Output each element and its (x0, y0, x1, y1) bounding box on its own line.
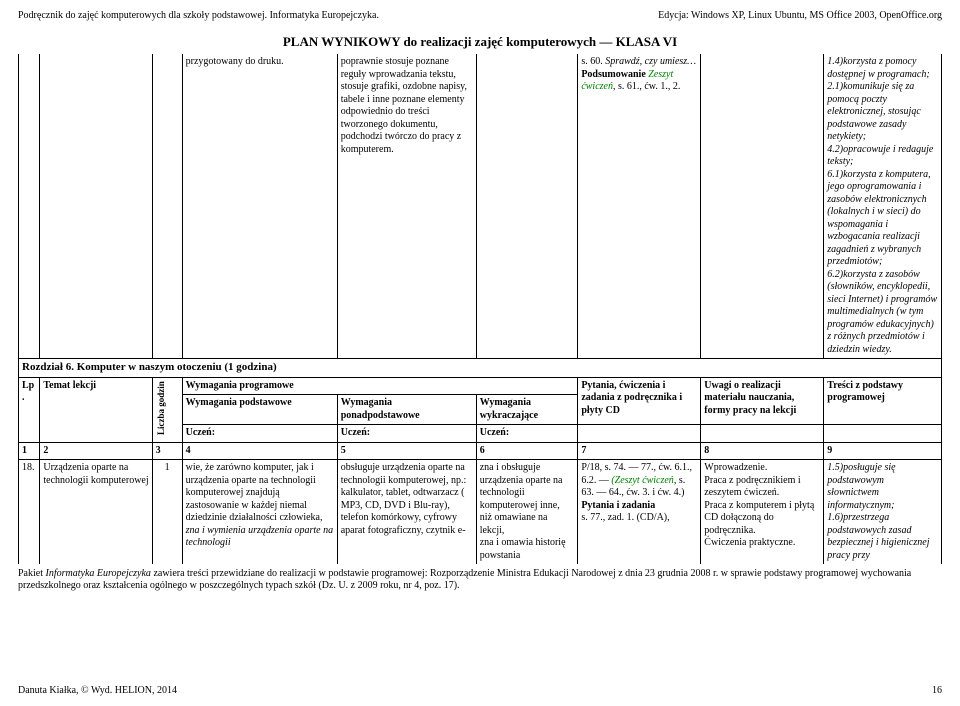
num-4: 4 (182, 442, 337, 460)
num-5: 5 (337, 442, 476, 460)
footer-right: 16 (932, 685, 942, 696)
num-1: 1 (19, 442, 40, 460)
r18-num: 18. (19, 460, 40, 565)
header-right: Edycja: Windows XP, Linux Ubuntu, MS Off… (658, 10, 942, 21)
num-6: 6 (476, 442, 578, 460)
r18-exc: zna i obsługuje urządzenia oparte na tec… (476, 460, 578, 565)
num-2: 2 (40, 442, 152, 460)
cont-col4: przygotowany do druku. (182, 54, 337, 359)
r18-topic: Urządzenia oparte na technologii kompute… (40, 460, 152, 565)
r18-hours: 1 (152, 460, 182, 565)
numbering-row: 1 2 3 4 5 6 7 8 9 (19, 442, 942, 460)
row-18: 18. Urządzenia oparte na technologii kom… (19, 460, 942, 565)
r18-notes: Wprowadzenie. Praca z podręcznikiem i ze… (701, 460, 824, 565)
curriculum-table: przygotowany do druku. poprawnie stosuje… (18, 54, 942, 564)
hdr-req-prog: Wymagania programowe (182, 377, 578, 395)
hdr-hours: Liczba godzin (152, 377, 182, 442)
hdr-student-2: Uczeń: (337, 425, 476, 443)
r18-above: obsługuje urządzenia oparte na technolog… (337, 460, 476, 565)
continuation-row: przygotowany do druku. poprawnie stosuje… (19, 54, 942, 359)
num-3: 3 (152, 442, 182, 460)
section-row: Rozdział 6. Komputer w naszym otoczeniu … (19, 359, 942, 378)
plan-title: PLAN WYNIKOWY do realizacji zajęć komput… (18, 34, 942, 50)
footnote: Pakiet Informatyka Europejczyka zawiera … (18, 568, 942, 592)
hdr-notes: Uwagi o realizacji materiału nauczania, … (701, 377, 824, 425)
header-row-1: Lp. Temat lekcji Liczba godzin Wymagania… (19, 377, 942, 395)
hdr-tasks: Pytania, ćwiczenia i zadania z podręczni… (578, 377, 701, 425)
cont-col9: 1.4)korzysta z pomocy dostępnej w progra… (824, 54, 942, 359)
num-8: 8 (701, 442, 824, 460)
r18-content: 1.5)posługuje się podstawowym słownictwe… (824, 460, 942, 565)
hdr-student-3: Uczeń: (476, 425, 578, 443)
hdr-above: Wymagania ponadpodstawowe (337, 395, 476, 425)
hdr-lp: Lp. (19, 377, 40, 442)
hdr-exc: Wymagania wykraczające (476, 395, 578, 425)
footer-left: Danuta Kiałka, © Wyd. HELION, 2014 (18, 685, 177, 696)
num-7: 7 (578, 442, 701, 460)
r18-basic: wie, że zarówno komputer, jak i urządzen… (182, 460, 337, 565)
hdr-topic: Temat lekcji (40, 377, 152, 442)
r18-tasks: P/18, s. 74. — 77., ćw. 6.1., 6.2. — (Ze… (578, 460, 701, 565)
hdr-basic: Wymagania podstawowe (182, 395, 337, 425)
cont-col7: s. 60. Sprawdź, czy umiesz… Podsumowanie… (578, 54, 701, 359)
cont-col5: poprawnie stosuje poznane reguły wprowad… (337, 54, 476, 359)
hdr-student-1: Uczeń: (182, 425, 337, 443)
num-9: 9 (824, 442, 942, 460)
hdr-content: Treści z podstawy programowej (824, 377, 942, 425)
header-left: Podręcznik do zajęć komputerowych dla sz… (18, 10, 379, 21)
